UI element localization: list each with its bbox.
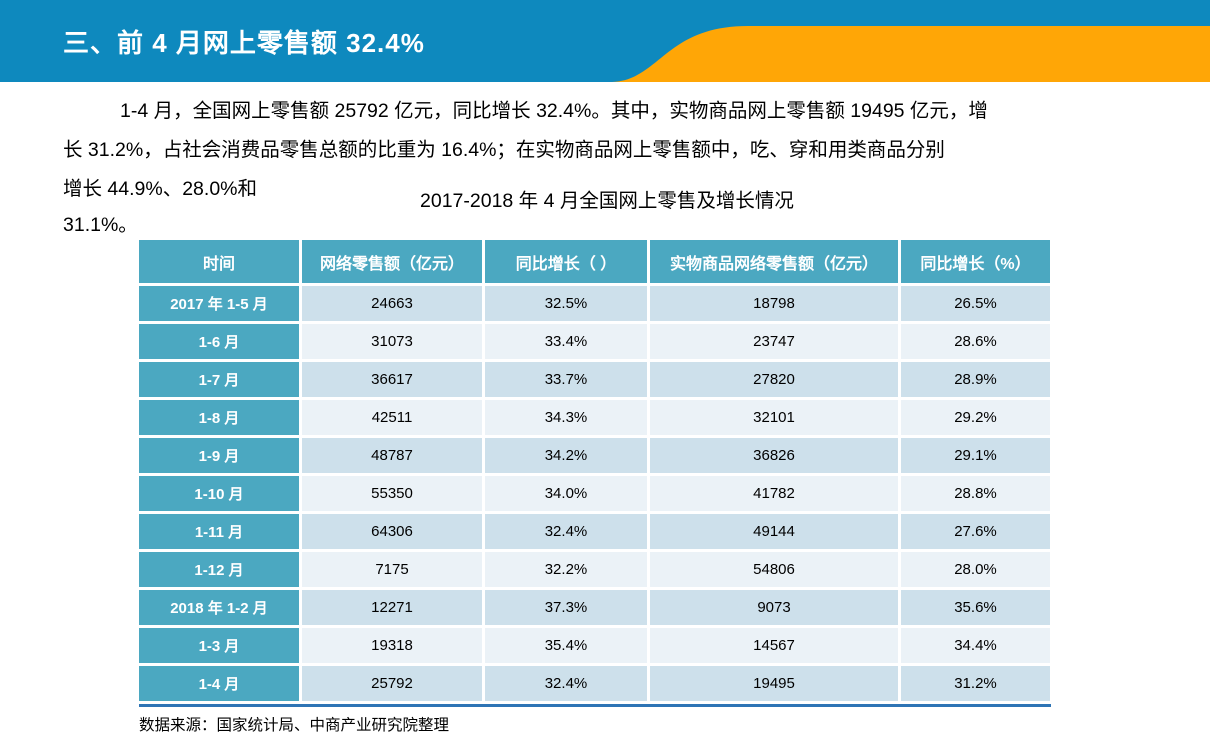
table-cell: 24663 [302,286,482,321]
row-label: 2018 年 1-2 月 [139,590,299,625]
row-label: 1-6 月 [139,324,299,359]
header-band: 三、前 4 月网上零售额 32.4% [0,0,1210,82]
table-cell: 64306 [302,514,482,549]
row-label: 1-8 月 [139,400,299,435]
table-cell: 48787 [302,438,482,473]
column-header: 同比增长（ ） [485,240,647,283]
table-cell: 32.5% [485,286,647,321]
row-label: 1-7 月 [139,362,299,397]
table-cell: 31.2% [901,666,1050,701]
table-cell: 33.4% [485,324,647,359]
row-label: 1-11 月 [139,514,299,549]
table-cell: 28.9% [901,362,1050,397]
table-cell: 27820 [650,362,898,397]
paragraph-line-3: 增长 44.9%、28.0%和 [63,178,258,200]
table-cell: 28.8% [901,476,1050,511]
table-cell: 54806 [650,552,898,587]
table-cell: 55350 [302,476,482,511]
orange-accent-shape [612,26,1210,82]
paragraph-line-1: 1-4 月，全国网上零售额 25792 亿元，同比增长 32.4%。其中，实物商… [120,100,988,122]
table-cell: 34.0% [485,476,647,511]
table-cell: 29.1% [901,438,1050,473]
table-cell: 33.7% [485,362,647,397]
table-bottom-border [139,704,1051,707]
table-cell: 7175 [302,552,482,587]
table-cell: 34.3% [485,400,647,435]
table-cell: 41782 [650,476,898,511]
column-header: 网络零售额（亿元） [302,240,482,283]
row-label: 1-10 月 [139,476,299,511]
row-label: 1-4 月 [139,666,299,701]
table-cell: 36617 [302,362,482,397]
table-cell: 25792 [302,666,482,701]
table-cell: 18798 [650,286,898,321]
table-cell: 32.4% [485,514,647,549]
table-cell: 19495 [650,666,898,701]
table-cell: 9073 [650,590,898,625]
table-cell: 42511 [302,400,482,435]
table-cell: 14567 [650,628,898,663]
table-cell: 34.2% [485,438,647,473]
table-cell: 27.6% [901,514,1050,549]
row-label: 2017 年 1-5 月 [139,286,299,321]
table-cell: 23747 [650,324,898,359]
table-cell: 35.6% [901,590,1050,625]
table-cell: 32.4% [485,666,647,701]
data-source-note: 数据来源：国家统计局、中商产业研究院整理 [139,717,450,734]
column-header: 时间 [139,240,299,283]
data-table: 时间 网络零售额（亿元） 同比增长（ ）实物商品网络零售额（亿元） 同比增长（%） 20… [139,240,1051,701]
table-cell: 34.4% [901,628,1050,663]
column-header: 同比增长（%） [901,240,1050,283]
table-cell: 36826 [650,438,898,473]
column-header: 实物商品网络零售额（亿元） [650,240,898,283]
table-cell: 12271 [302,590,482,625]
row-label: 1-3 月 [139,628,299,663]
row-label: 1-9 月 [139,438,299,473]
table-cell: 32.2% [485,552,647,587]
paragraph-line-4: 31.1%。 [63,214,138,236]
page-title: 三、前 4 月网上零售额 32.4% [63,27,425,58]
table-cell: 32101 [650,400,898,435]
table-cell: 28.6% [901,324,1050,359]
row-label: 1-12 月 [139,552,299,587]
table-cell: 28.0% [901,552,1050,587]
table-cell: 37.3% [485,590,647,625]
table-cell: 31073 [302,324,482,359]
table-cell: 49144 [650,514,898,549]
paragraph-line-2: 长 31.2%，占社会消费品零售总额的比重为 16.4%；在实物商品网上零售额中… [63,139,945,161]
table-cell: 29.2% [901,400,1050,435]
table-cell: 19318 [302,628,482,663]
table-cell: 35.4% [485,628,647,663]
table-title: 2017-2018 年 4 月全国网上零售及增长情况 [420,190,794,212]
table-cell: 26.5% [901,286,1050,321]
